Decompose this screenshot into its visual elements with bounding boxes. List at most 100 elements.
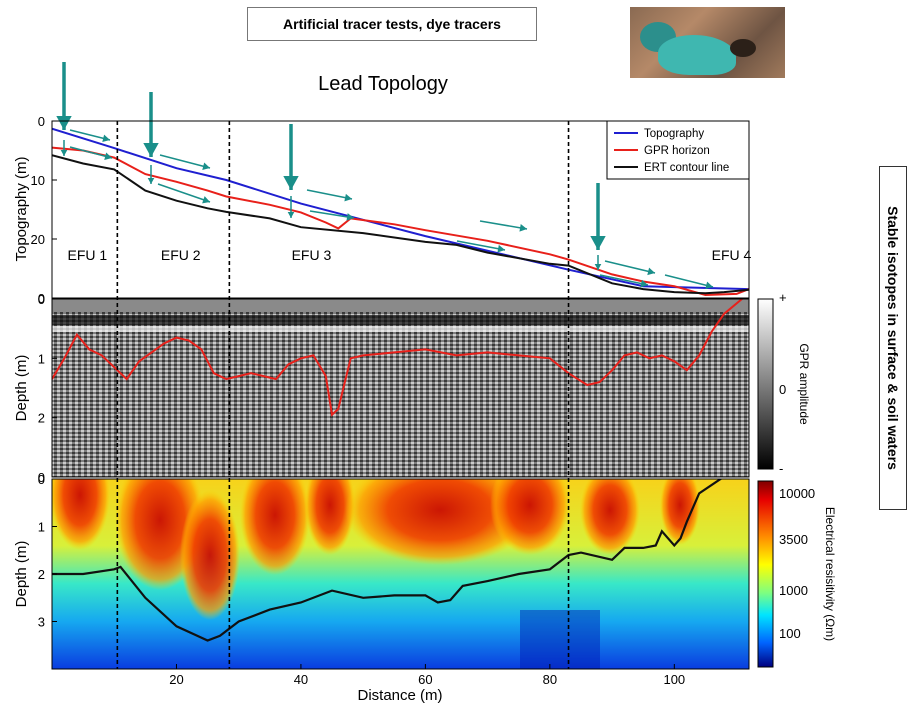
ert-contour-line [52,479,723,642]
infiltration-arrow-2-head [143,143,159,157]
sub-arrow-2-head [147,178,155,184]
flow-arrow-5-shaft [306,189,353,200]
efu-label-1: EFU 1 [68,247,108,263]
sub-arrow-1-head [60,150,68,156]
flow-arrow-4-shaft [157,183,211,203]
infiltration-arrow-3-head [283,176,299,190]
flow-arrow-11-shaft [664,274,714,288]
flow-arrow-8-shaft [456,240,506,251]
gpr-ylabel: Depth (m) [13,355,30,422]
ert-high-resistivity-1 [52,479,110,550]
efu-label-2: EFU 2 [161,247,201,263]
flow-arrow-6-shaft [309,210,355,219]
flow-arrow-6 [309,210,355,221]
ert-xtick-label-3: 80 [543,672,557,687]
gpr-cbar-tick-0: + [779,290,787,305]
flow-arrow-8-head [497,244,505,253]
legend-label-3: ERT contour line [644,162,729,174]
flow-arrow-10 [599,274,649,288]
legend-label-1: Topography [644,128,704,140]
sub-arrow-1 [60,140,68,156]
series-line-topography [52,127,749,291]
flow-arrow-3 [159,154,211,170]
ert-high-resistivity-4 [240,479,310,575]
topography-frame [51,120,750,299]
chart-title: Lead Topology [318,73,448,95]
ert-high-resistivity-6 [345,479,535,565]
ert-high-resistivity-9 [660,479,700,545]
flow-arrow-4 [157,183,211,204]
ert-xlabel: Distance (m) [357,687,442,704]
infiltration-arrow-1 [56,62,72,130]
flow-arrow-6-head [346,213,354,221]
ert-cbar-tick-0: 10000 [779,486,815,501]
flow-arrow-2 [69,146,113,160]
gpr-ytick-label-2: 2 [38,411,45,426]
flow-arrow-10-head [640,279,648,288]
gpr-cbar-label: GPR amplitude [797,343,811,425]
ert-ytick-label-2: 2 [38,567,45,582]
flow-arrow-11 [664,274,714,290]
gpr-colorbar [757,298,774,470]
flow-arrow-5 [306,189,353,202]
flow-arrow-2-shaft [69,146,113,159]
ert-high-resistivity-8 [580,479,640,555]
infiltration-arrow-4-head [590,236,606,250]
ert-ytick-label-1: 1 [38,520,45,535]
ert-ytick-label-3: 3 [38,615,45,630]
flow-arrow-9 [604,260,656,276]
sub-arrow-4 [594,255,602,270]
gpr-cbar-tick-2: - [779,461,783,476]
topo-ytick-label-3: 0 [38,291,45,306]
ert-ylabel: Depth (m) [13,541,30,608]
flow-arrow-3-shaft [159,154,211,169]
efu-label-3: EFU 3 [292,247,332,263]
gpr-horizon-line [52,299,744,417]
ert-low-resistivity [520,610,600,669]
flow-arrow-4-head [202,196,210,204]
gpr-dark-band [52,315,749,325]
legend-label-2: GPR horizon [644,145,710,157]
gpr-ytick-label-1: 1 [38,351,45,366]
flow-arrow-3-head [202,162,210,170]
legend: Topography GPR horizon ERT contour line [606,120,750,180]
ert-xtick-label-0: 20 [169,672,183,687]
efu-label-4: EFU 4 [712,247,752,263]
topo-ylabel: Topography (m) [13,156,30,261]
infiltration-arrow-2 [143,92,159,157]
caption-box: Artificial tracer tests, dye tracers [247,7,537,41]
flow-arrow-7-head [519,224,527,232]
ert-high-resistivity-5 [305,479,355,555]
infiltration-arrow-1-head [56,116,72,130]
flow-arrow-7 [479,220,528,232]
infiltration-arrow-4 [590,183,606,250]
caption-text: Artificial tracer tests, dye tracers [283,16,501,32]
topo-ytick-label-0: 0 [38,114,45,129]
flow-arrow-7-shaft [479,220,528,230]
topo-ytick-label-1: 10 [31,173,45,188]
flow-arrow-1 [69,129,111,143]
sub-arrow-3 [287,196,295,218]
ert-cbar-tick-1: 3500 [779,532,808,547]
ert-plot-area [52,479,749,669]
sub-arrow-4-head [594,264,602,270]
flow-arrow-5-head [344,193,352,202]
series-line-ert-contour [52,154,749,295]
ert-high-resistivity-7 [490,479,570,555]
ert-cbar-tick-2: 1000 [779,583,808,598]
ert-colorbar [757,480,774,668]
ert-xtick-label-4: 100 [663,672,685,687]
gpr-cbar-tick-1: 0 [779,382,786,397]
gpr-plot-area [52,299,749,477]
sub-arrow-2 [147,165,155,184]
flow-arrow-10-shaft [599,274,649,286]
ert-xtick-label-1: 40 [294,672,308,687]
sub-arrow-3-head [287,212,295,218]
ert-cbar-label: Electrical resisitivity (Ωm) [823,507,837,641]
flow-arrow-2-head [104,152,112,160]
ert-ytick-label-0: 0 [38,472,45,487]
flow-arrow-9-shaft [604,260,656,274]
gpr-bright-band [52,326,749,332]
ert-cbar-tick-3: 100 [779,626,801,641]
